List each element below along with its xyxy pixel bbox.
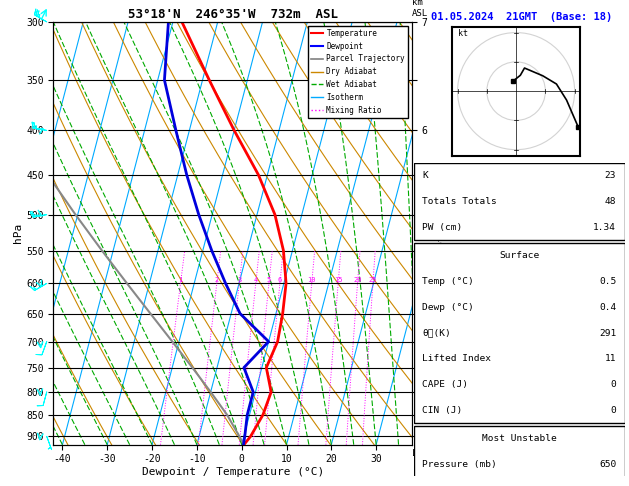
- Text: 11: 11: [604, 354, 616, 363]
- Text: 6: 6: [278, 278, 282, 283]
- Text: 10: 10: [308, 278, 316, 283]
- Text: 1.34: 1.34: [593, 223, 616, 231]
- Text: 48: 48: [604, 197, 616, 206]
- Text: Pressure (mb): Pressure (mb): [422, 460, 497, 469]
- Text: 5: 5: [267, 278, 271, 283]
- Y-axis label: hPa: hPa: [13, 223, 23, 243]
- Text: CIN (J): CIN (J): [422, 406, 462, 415]
- Text: 0.5: 0.5: [599, 277, 616, 286]
- Text: 1: 1: [179, 278, 182, 283]
- Text: 2: 2: [214, 278, 219, 283]
- Bar: [414, 426, 625, 486]
- Text: 291: 291: [599, 329, 616, 337]
- Text: km
ASL: km ASL: [412, 0, 428, 17]
- Title: 53°18'N  246°35'W  732m  ASL: 53°18'N 246°35'W 732m ASL: [128, 8, 338, 21]
- Text: Surface: Surface: [499, 251, 539, 260]
- Text: Most Unstable: Most Unstable: [482, 434, 557, 444]
- X-axis label: Dewpoint / Temperature (°C): Dewpoint / Temperature (°C): [142, 467, 324, 477]
- Text: Dewp (°C): Dewp (°C): [422, 303, 474, 312]
- Text: 4: 4: [253, 278, 258, 283]
- Text: Temp (°C): Temp (°C): [422, 277, 474, 286]
- Text: Lifted Index: Lifted Index: [422, 354, 491, 363]
- Text: 650: 650: [599, 460, 616, 469]
- Text: LCL: LCL: [412, 449, 428, 458]
- Text: K: K: [422, 171, 428, 180]
- Bar: [414, 163, 625, 240]
- Text: 23: 23: [604, 171, 616, 180]
- Y-axis label: Mixing Ratio (g/kg): Mixing Ratio (g/kg): [435, 182, 444, 284]
- Text: 15: 15: [334, 278, 342, 283]
- Text: 20: 20: [353, 278, 362, 283]
- Text: 25: 25: [369, 278, 377, 283]
- Text: 0.4: 0.4: [599, 303, 616, 312]
- Text: 01.05.2024  21GMT  (Base: 18): 01.05.2024 21GMT (Base: 18): [431, 12, 613, 22]
- Text: 0: 0: [610, 380, 616, 389]
- Legend: Temperature, Dewpoint, Parcel Trajectory, Dry Adiabat, Wet Adiabat, Isotherm, Mi: Temperature, Dewpoint, Parcel Trajectory…: [308, 26, 408, 118]
- Text: θᴇ(K): θᴇ(K): [422, 329, 451, 337]
- Text: Totals Totals: Totals Totals: [422, 197, 497, 206]
- Text: PW (cm): PW (cm): [422, 223, 462, 231]
- Text: 0: 0: [610, 406, 616, 415]
- Text: CAPE (J): CAPE (J): [422, 380, 469, 389]
- Text: 3: 3: [237, 278, 242, 283]
- Bar: [414, 243, 625, 423]
- Text: kt: kt: [457, 29, 467, 37]
